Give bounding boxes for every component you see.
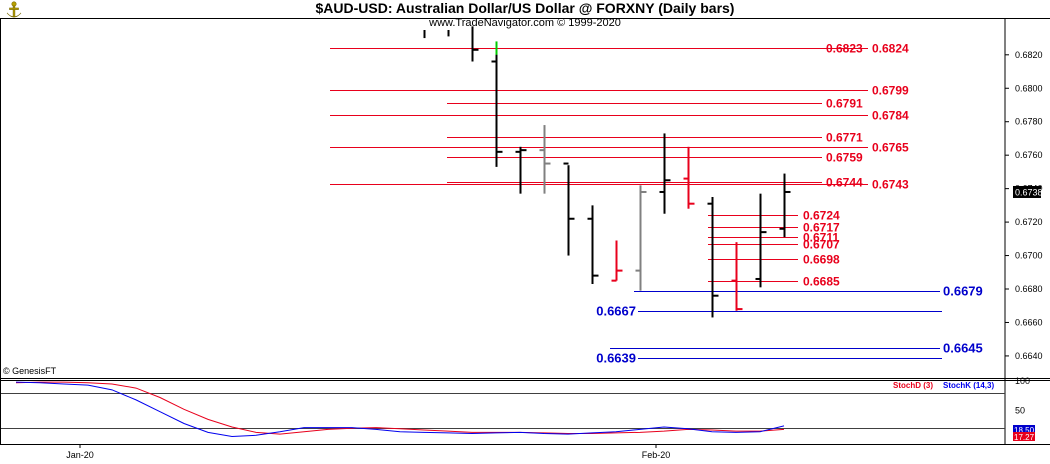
- level-label: 0.6645: [943, 341, 983, 356]
- chart-title: $AUD-USD: Australian Dollar/US Dollar @ …: [316, 0, 735, 16]
- price-tick-label: 0.6780: [1015, 117, 1043, 127]
- level-label: 0.6698: [803, 253, 840, 267]
- price-tick-label: 0.6760: [1015, 150, 1043, 160]
- last-price-label: 0.6738: [1015, 187, 1043, 197]
- time-tick-label: Jan-20: [66, 450, 94, 460]
- level-label: 0.6717: [803, 221, 840, 235]
- level-label: 0.6784: [872, 109, 909, 123]
- level-label: 0.6791: [826, 97, 863, 111]
- levels-layer: 0.6824 0.6823 0.6799 0.6791 0.6784 0.6771 0.67…: [330, 42, 983, 366]
- genesis-anchor-icon: [6, 1, 22, 18]
- stoch-last-box: [1013, 425, 1035, 434]
- stoch-tick-label: 100: [1015, 376, 1030, 386]
- time-axis: Jan-20 Feb-20: [66, 444, 670, 460]
- level-label: 0.6799: [872, 84, 909, 98]
- stoch-series-line: [15, 381, 785, 435]
- bars-layer: [423, 26, 791, 318]
- price-panel-frame: [0, 18, 1050, 378]
- level-label: 0.6743: [872, 178, 909, 192]
- price-tick-label: 0.6680: [1015, 284, 1043, 294]
- level-label: 0.6685: [803, 275, 840, 289]
- logo: [6, 1, 22, 18]
- price-tick-label: 0.6800: [1015, 83, 1043, 93]
- level-label: 0.6823: [826, 42, 863, 56]
- level-label: 0.6639: [596, 351, 636, 366]
- stoch-tick-label: 50: [1015, 406, 1025, 416]
- stoch-last-box: [1013, 432, 1035, 441]
- level-label: 0.6667: [596, 304, 636, 319]
- stoch-legend-label: StochK (14,3): [943, 381, 994, 390]
- price-grid: [1005, 54, 1009, 357]
- price-tick-label: 0.6700: [1015, 251, 1043, 261]
- level-label: 0.6759: [826, 151, 863, 165]
- time-tick-label: Feb-20: [642, 450, 671, 460]
- level-label: 0.6771: [826, 131, 863, 145]
- stoch-last-value: 17.27: [1014, 433, 1035, 442]
- price-axis: 0.68200.68000.67800.67600.67400.67200.67…: [1013, 50, 1043, 361]
- level-label: 0.6765: [872, 141, 909, 155]
- chart-subtitle: www.TradeNavigator.com © 1999-2020: [428, 17, 621, 29]
- stoch-last-value: 18.50: [1014, 426, 1035, 435]
- level-label: 0.6679: [943, 284, 983, 299]
- price-tick-label: 0.6820: [1015, 50, 1043, 60]
- price-tick-label: 0.6640: [1015, 351, 1043, 361]
- last-price-box: [1013, 185, 1041, 198]
- level-label: 0.6724: [803, 209, 840, 223]
- price-tick-label: 0.6720: [1015, 217, 1043, 227]
- stoch-legend-label: StochD (3): [893, 381, 933, 390]
- level-label: 0.6711: [803, 231, 839, 245]
- level-label: 0.6707: [803, 238, 840, 252]
- credit-label: © GenesisFT: [3, 366, 57, 376]
- level-label: 0.6744: [826, 176, 863, 190]
- price-tick-label: 0.6660: [1015, 317, 1043, 327]
- stoch-series-line: [15, 381, 785, 437]
- level-label: 0.6824: [872, 42, 909, 56]
